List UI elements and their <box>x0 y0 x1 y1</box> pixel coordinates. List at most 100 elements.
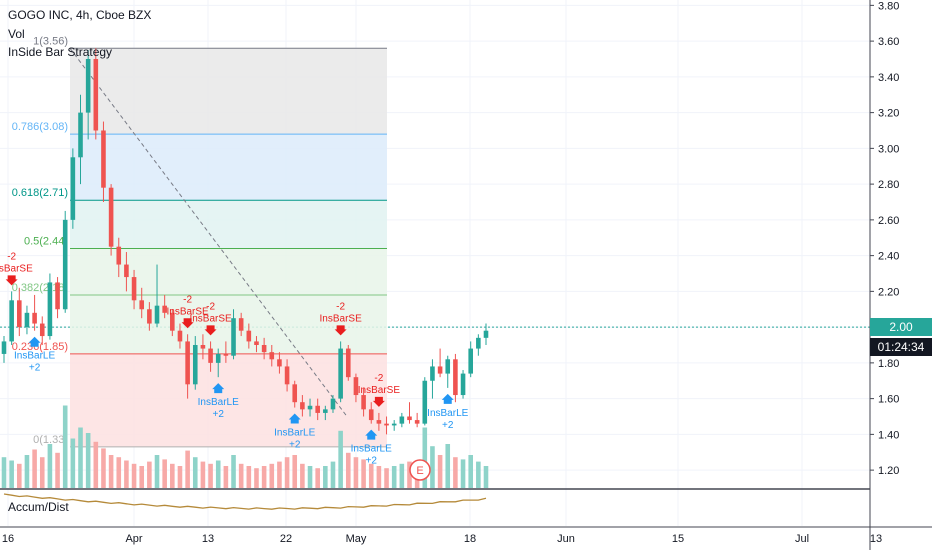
volume-bar <box>315 468 320 488</box>
earnings-marker[interactable]: E <box>409 459 431 481</box>
long-signal-arrow <box>288 413 301 424</box>
candle-body <box>254 341 259 345</box>
volume-bar <box>78 427 83 488</box>
candle-body <box>9 300 14 342</box>
candle-body <box>384 423 389 426</box>
candle-body <box>147 309 152 324</box>
short-signal-label: InsBarSE <box>320 313 363 324</box>
fib-level-label: 0.618(2.71) <box>12 187 68 199</box>
bar-countdown: 01:24:34 <box>870 338 932 357</box>
volume-bar <box>391 466 397 488</box>
volume-bar <box>384 468 389 488</box>
volume-bar <box>430 446 435 488</box>
candle-body <box>315 405 320 413</box>
volume-bar <box>93 441 99 488</box>
candle-body <box>170 312 175 331</box>
volume-bar <box>17 463 22 488</box>
volume-bar <box>300 463 305 488</box>
volume-bar <box>55 452 60 488</box>
volume-bar <box>368 463 374 488</box>
time-tick-label: Apr <box>125 533 142 545</box>
candle-body <box>231 318 236 356</box>
volume-bar <box>246 466 252 488</box>
candle-body <box>185 341 190 385</box>
short-signal-arrow <box>334 325 347 336</box>
volume-legend[interactable]: Vol <box>8 27 25 41</box>
fib-zone <box>70 48 387 135</box>
earnings-label: E <box>416 465 423 477</box>
short-signal-qty: -2 <box>206 301 215 312</box>
long-signal-arrow <box>365 429 378 440</box>
candle-body <box>70 157 76 220</box>
short-signal-arrow <box>5 275 18 286</box>
short-signal-label: InsBarSE <box>358 385 401 396</box>
candle-body <box>24 312 30 328</box>
volume-bar <box>376 466 382 488</box>
candle-body <box>208 348 213 363</box>
volume-bar <box>70 438 76 488</box>
candle-body <box>330 398 336 410</box>
candle-body <box>361 395 366 410</box>
fib-zone <box>70 294 387 354</box>
long-signal-arrow <box>212 383 225 394</box>
fib-zone <box>70 248 387 295</box>
candle-body <box>108 187 114 247</box>
price-tick-label: 3.40 <box>878 72 899 84</box>
volume-bar <box>338 430 343 488</box>
fib-level-label: 1(3.56) <box>33 35 68 47</box>
volume-bar <box>468 455 473 488</box>
time-tick-label: May <box>346 533 367 545</box>
candle-body <box>261 344 267 353</box>
candle-body <box>39 323 45 337</box>
candle-body <box>445 359 451 374</box>
candle-body <box>246 330 252 342</box>
candle-body <box>376 420 382 424</box>
volume-bar <box>345 452 351 488</box>
candle-body <box>430 366 435 381</box>
short-signal-label: InsBarSE <box>166 306 209 317</box>
volume-bar <box>24 455 30 488</box>
candle-body <box>162 305 167 313</box>
candle-body <box>476 337 481 349</box>
volume-bar <box>208 463 213 488</box>
accum-dist-legend[interactable]: Accum/Dist <box>8 500 69 514</box>
volume-bar <box>108 455 114 488</box>
volume-bar <box>62 405 68 488</box>
fib-zone <box>70 200 387 249</box>
accum-dist-line <box>3 493 487 510</box>
candle-body <box>368 409 374 421</box>
symbol-title[interactable]: GOGO INC, 4h, Cboe BZX <box>8 8 152 22</box>
long-signal-qty: +2 <box>442 420 454 431</box>
volume-bars <box>1 405 489 488</box>
short-signal-qty: -2 <box>7 251 16 262</box>
candle-body <box>62 219 68 310</box>
short-signal-qty: -2 <box>183 294 192 305</box>
price-tick-label: 1.20 <box>878 465 899 477</box>
fibonacci-retracement[interactable]: 1(3.56) 0.786(3.08) 0.618(2.71) 0.5(2.44) 0.… <box>12 35 387 448</box>
time-tick-label: 13 <box>870 533 882 545</box>
price-tick-label: 1.40 <box>878 429 899 441</box>
volume-bar <box>47 444 53 488</box>
volume-bar <box>330 461 336 488</box>
fib-level-label: 0.5(2.44) <box>24 235 68 247</box>
candle-body <box>284 366 290 385</box>
volume-bar <box>131 463 137 488</box>
time-axis[interactable]: 16 Apr 13 22 May 18 Jun 15 Jul 13 <box>2 533 882 545</box>
volume-bar <box>407 461 412 488</box>
volume-bar <box>147 461 152 488</box>
candlestick-series[interactable] <box>1 48 489 435</box>
fib-level-label: 0.382(2.18) <box>12 282 68 294</box>
candle-body <box>269 352 275 360</box>
volume-bar <box>437 455 443 488</box>
earnings-circle <box>409 459 431 481</box>
volume-bar <box>124 460 129 488</box>
volume-bar <box>460 459 466 488</box>
volume-bar <box>192 457 198 488</box>
strategy-legend[interactable]: InSide Bar Strategy <box>8 45 113 59</box>
volume-bar <box>185 450 190 488</box>
volume-bar <box>261 466 267 488</box>
candle-body <box>215 353 221 363</box>
price-tick-label: 3.20 <box>878 108 899 120</box>
volume-bar <box>162 459 167 488</box>
